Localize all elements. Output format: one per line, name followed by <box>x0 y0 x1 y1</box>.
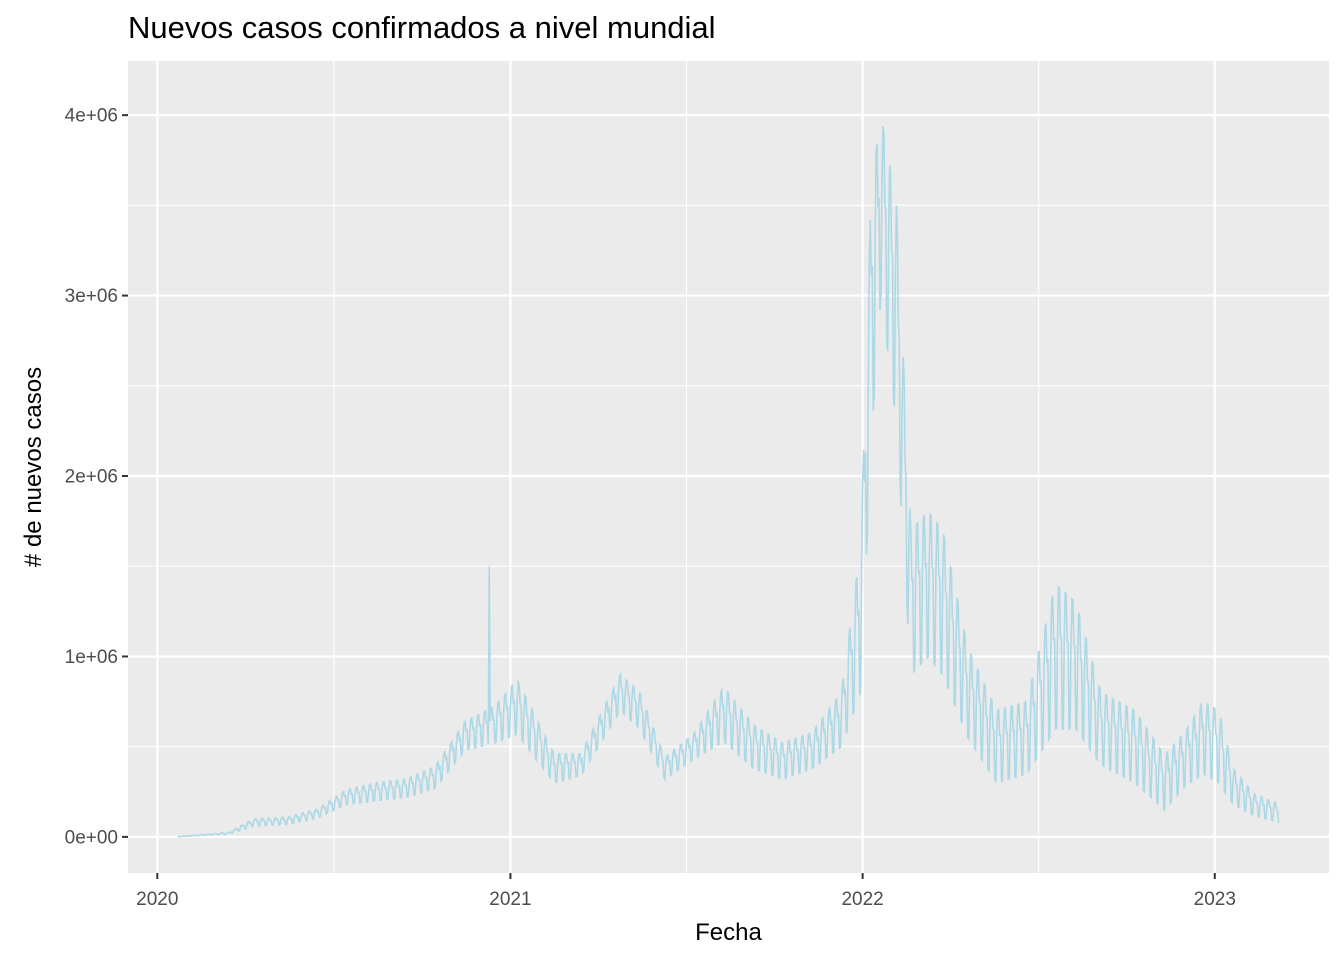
grid-major <box>128 61 1329 873</box>
x-axis: 2020 2021 2022 2023 <box>136 873 1236 910</box>
x-tick-label: 2022 <box>841 889 883 910</box>
x-tick-label: 2021 <box>489 889 531 910</box>
y-tick-label: 2e+06 <box>65 467 118 488</box>
y-tick-label: 1e+06 <box>65 647 118 668</box>
y-tick-label: 3e+06 <box>65 286 118 307</box>
y-axis: 0e+00 1e+06 2e+06 3e+06 4e+06 <box>65 106 128 848</box>
x-axis-title: Fecha <box>695 919 762 946</box>
grid-minor <box>128 61 1329 873</box>
y-axis-title: # de nuevos casos <box>20 367 47 567</box>
series-layer <box>177 126 1280 838</box>
y-tick-label: 4e+06 <box>65 106 118 127</box>
series-line <box>177 126 1280 838</box>
chart-title: Nuevos casos confirmados a nivel mundial <box>128 10 716 45</box>
y-tick-label: 0e+00 <box>65 827 118 848</box>
x-tick-label: 2023 <box>1194 889 1236 910</box>
x-tick-label: 2020 <box>136 889 178 910</box>
